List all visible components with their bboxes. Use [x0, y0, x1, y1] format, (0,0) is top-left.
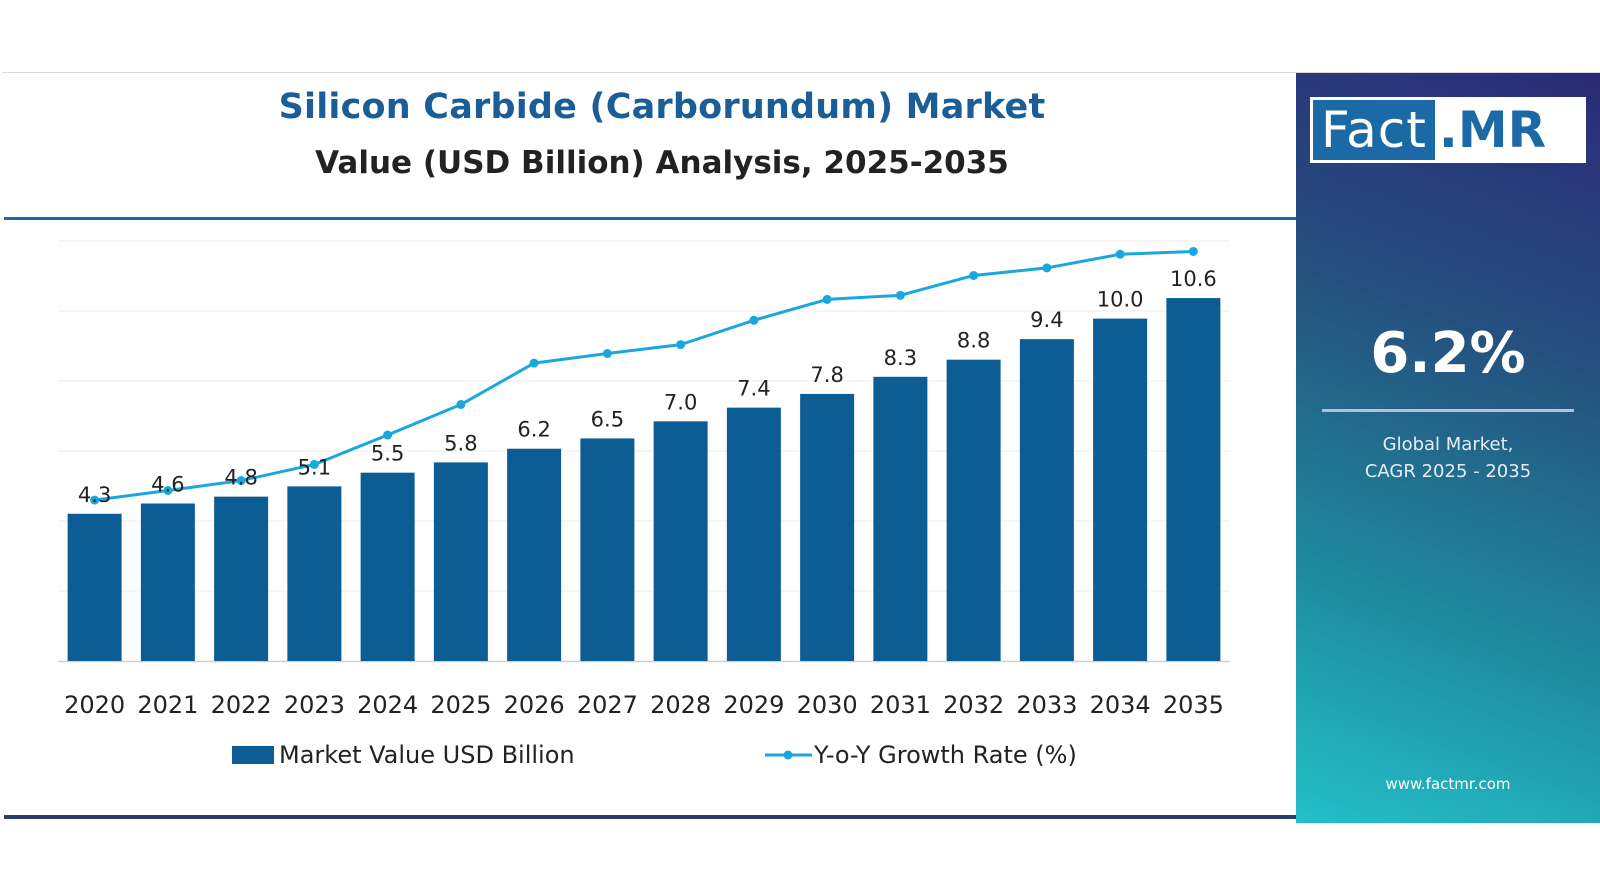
- growth-line-path: [94, 249, 1194, 502]
- x-tick-label: 2022: [211, 691, 272, 719]
- bar-value-label: 8.8: [957, 329, 990, 353]
- bar-value-label: 4.6: [151, 472, 184, 496]
- bar-2032: [946, 359, 1001, 661]
- cagr-caption-line1: Global Market,: [1382, 434, 1514, 455]
- x-tick-label: 2023: [284, 691, 345, 719]
- bar-value-label: 5.1: [298, 455, 331, 479]
- x-tick-label: 2035: [1163, 691, 1224, 719]
- website-link[interactable]: www.factmr.com: [1385, 775, 1511, 793]
- bar-2034: [1093, 318, 1148, 661]
- bar-value-label: 6.2: [517, 418, 550, 442]
- cagr-caption-line2: CAGR 2025 - 2035: [1364, 461, 1532, 482]
- cagr-divider: [1322, 409, 1574, 412]
- cagr-caption: Global Market, CAGR 2025 - 2035: [1296, 431, 1600, 485]
- bottom-divider: [4, 815, 1296, 819]
- growth-point-2023: [309, 459, 319, 469]
- growth-point-2029: [749, 315, 759, 325]
- bar-value-label: 4.8: [224, 466, 257, 490]
- growth-point-2035: [1188, 246, 1198, 256]
- bar-2025: [433, 462, 488, 661]
- infographic-card: Silicon Carbide (Carborundum) Market Val…: [2, 72, 1600, 823]
- legend-bar-swatch: [232, 746, 274, 764]
- bar-2023: [287, 486, 342, 661]
- data-labels: 4.3 4.6 4.8 5.1 5.5 5.8 6.2 6.5 7.0 7.4 7.8 8.3 8.8 9…: [78, 267, 1217, 507]
- growth-point-2033: [1042, 263, 1052, 273]
- x-axis-ticks: 2020 2021 2022 2023 2024 2025 2026 2027 2028 2029…: [64, 691, 1224, 719]
- bar-value-label: 5.5: [371, 442, 404, 466]
- x-tick-label: 2024: [357, 691, 418, 719]
- bar-value-label: 6.5: [591, 407, 624, 431]
- bar-value-label: 5.8: [444, 431, 477, 455]
- x-tick-label: 2025: [430, 691, 491, 719]
- growth-point-2032: [969, 270, 979, 280]
- bar-2029: [726, 407, 781, 661]
- growth-point-2031: [895, 290, 905, 300]
- growth-point-2026: [529, 358, 539, 368]
- bar-2024: [360, 472, 415, 661]
- bar-2028: [653, 421, 708, 661]
- x-tick-label: 2021: [137, 691, 198, 719]
- cagr-value: 6.2%: [1370, 321, 1526, 386]
- bar-2030: [800, 393, 855, 661]
- bar-2026: [507, 448, 562, 661]
- x-tick-label: 2026: [504, 691, 565, 719]
- bar-2021: [140, 503, 195, 661]
- growth-point-2020: [90, 495, 100, 505]
- chart-panel: Silicon Carbide (Carborundum) Market Val…: [2, 73, 1296, 821]
- legend: Market Value USD Billion Y-o-Y Growth Ra…: [232, 741, 1077, 769]
- factmr-logo: Fact .MR: [1310, 97, 1586, 163]
- legend-line-label: Y-o-Y Growth Rate (%): [813, 741, 1077, 769]
- bar-2022: [214, 496, 269, 661]
- header-divider: [4, 217, 1296, 220]
- bar-2035: [1166, 298, 1221, 661]
- x-tick-label: 2027: [577, 691, 638, 719]
- x-tick-label: 2029: [723, 691, 784, 719]
- legend-line-marker: [783, 750, 793, 760]
- growth-point-2021: [163, 485, 173, 495]
- growth-point-2028: [676, 340, 686, 350]
- bar-value-label: 4.3: [78, 483, 111, 507]
- x-tick-label: 2034: [1090, 691, 1151, 719]
- x-tick-label: 2030: [797, 691, 858, 719]
- chart-title: Silicon Carbide (Carborundum) Market: [278, 87, 1046, 127]
- bar-value-label: 8.3: [884, 346, 917, 370]
- legend-bar-label: Market Value USD Billion: [279, 741, 575, 769]
- bar-value-label: 7.8: [810, 363, 843, 387]
- bar-2027: [580, 438, 635, 661]
- x-tick-label: 2031: [870, 691, 931, 719]
- x-tick-label: 2020: [64, 691, 125, 719]
- growth-line: [90, 246, 1198, 505]
- cagr-side-panel: Fact .MR 6.2% Global Market, CAGR 2025 -…: [1296, 73, 1600, 823]
- growth-point-2030: [822, 294, 832, 304]
- chart-subtitle: Value (USD Billion) Analysis, 2025-2035: [315, 145, 1009, 181]
- growth-point-2022: [236, 476, 246, 486]
- bar-2020: [67, 513, 122, 661]
- bar-value-label: 10.0: [1097, 288, 1144, 312]
- growth-point-2027: [602, 349, 612, 359]
- bar-value-label: 10.6: [1170, 267, 1217, 291]
- logo-text-fact: Fact: [1313, 100, 1435, 160]
- logo-text-mr: .MR: [1434, 100, 1583, 160]
- bar-value-label: 7.0: [664, 390, 697, 414]
- bar-value-label: 7.4: [737, 377, 770, 401]
- growth-point-2025: [456, 400, 466, 410]
- bar-value-label: 9.4: [1030, 308, 1063, 332]
- x-tick-label: 2033: [1016, 691, 1077, 719]
- growth-point-2024: [383, 430, 393, 440]
- bar-2031: [873, 376, 928, 661]
- x-tick-label: 2028: [650, 691, 711, 719]
- growth-point-2034: [1115, 249, 1125, 259]
- bar-line-chart: 4.3 4.6 4.8 5.1 5.5 5.8 6.2 6.5 7.0 7.4 7.8 8.3 8.8 9…: [58, 240, 1230, 769]
- bars: [67, 298, 1221, 661]
- x-tick-label: 2032: [943, 691, 1004, 719]
- bar-2033: [1019, 339, 1074, 661]
